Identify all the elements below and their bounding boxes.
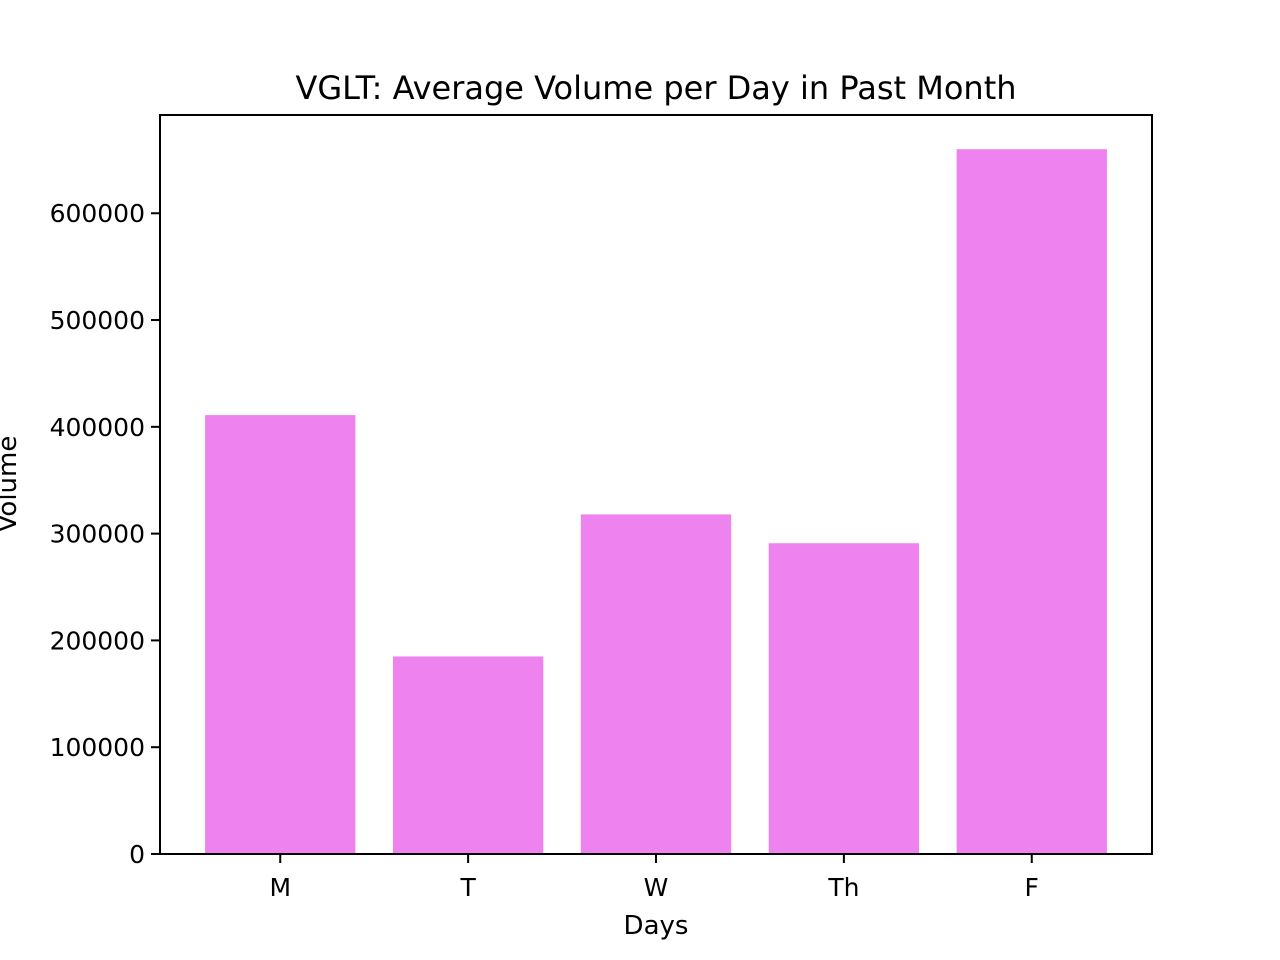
x-tick-label: M: [269, 873, 291, 902]
bars-group: [205, 149, 1107, 855]
y-tick-label: 100000: [50, 733, 145, 762]
y-tick-label: 0: [129, 840, 145, 869]
x-tick-label: Th: [827, 873, 859, 902]
x-tick-label: W: [644, 873, 669, 902]
bar-w: [580, 514, 732, 854]
y-tick-label: 600000: [50, 199, 145, 228]
bar-t: [392, 656, 544, 854]
x-tick-label: T: [459, 873, 476, 902]
bar-f: [956, 149, 1107, 855]
y-tick-label: 200000: [50, 626, 145, 655]
x-axis-ticks: M T W Th F: [269, 854, 1039, 902]
y-axis-label: Volume: [0, 436, 23, 533]
y-tick-label: 300000: [50, 520, 145, 549]
x-axis-label: Days: [624, 911, 689, 941]
x-tick-label: F: [1025, 873, 1039, 902]
bar-th: [768, 543, 920, 854]
y-tick-label: 400000: [50, 413, 145, 442]
y-axis-ticks: 0 100000 200000 300000 400000 500000 600000: [50, 199, 160, 869]
bar-m: [205, 415, 356, 854]
y-tick-label: 500000: [50, 306, 145, 335]
chart-title: VGLT: Average Volume per Day in Past Mon…: [295, 69, 1016, 107]
